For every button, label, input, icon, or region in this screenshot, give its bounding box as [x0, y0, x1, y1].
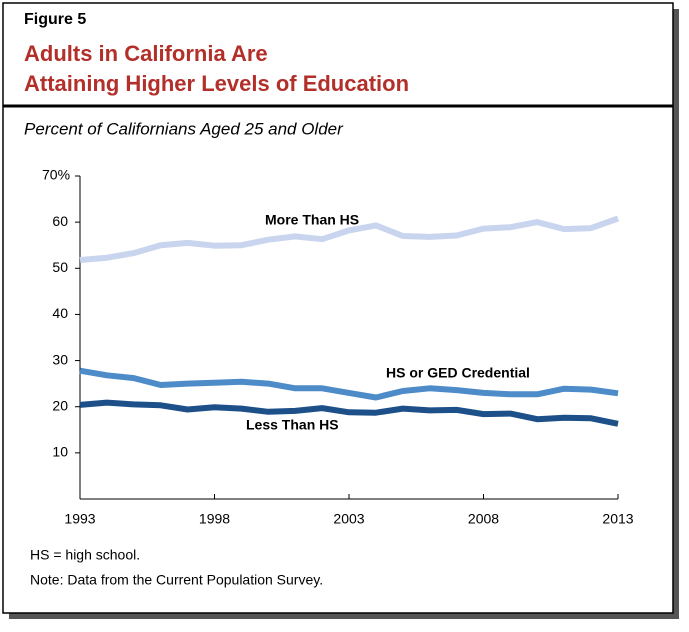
y-tick-label: 50 — [52, 259, 68, 275]
title-line: Attaining Higher Levels of Education — [24, 71, 409, 96]
series-label: HS or GED Credential — [386, 365, 530, 381]
figure-label: Figure 5 — [24, 11, 86, 28]
y-tick-label: 30 — [52, 351, 68, 367]
y-tick-label: 70% — [42, 167, 70, 183]
series-line — [79, 367, 619, 401]
note: HS = high school. — [30, 547, 140, 563]
x-tick-label: 1998 — [199, 511, 230, 527]
x-tick-label: 2013 — [602, 511, 633, 527]
series-label: Less Than HS — [246, 417, 339, 433]
x-tick-label: 2003 — [333, 511, 364, 527]
y-tick-label: 10 — [52, 444, 68, 460]
x-tick-label: 2008 — [468, 511, 499, 527]
y-tick-label: 20 — [52, 397, 68, 413]
series-label: More Than HS — [265, 212, 359, 228]
y-tick-label: 60 — [52, 213, 68, 229]
series-line — [79, 399, 619, 427]
note: Note: Data from the Current Population S… — [30, 572, 323, 588]
subtitle: Percent of Californians Aged 25 and Olde… — [24, 119, 344, 138]
title-line: Adults in California Are — [24, 41, 268, 66]
y-tick-label: 40 — [52, 305, 68, 321]
series-line — [79, 215, 620, 263]
x-tick-label: 1993 — [64, 511, 95, 527]
